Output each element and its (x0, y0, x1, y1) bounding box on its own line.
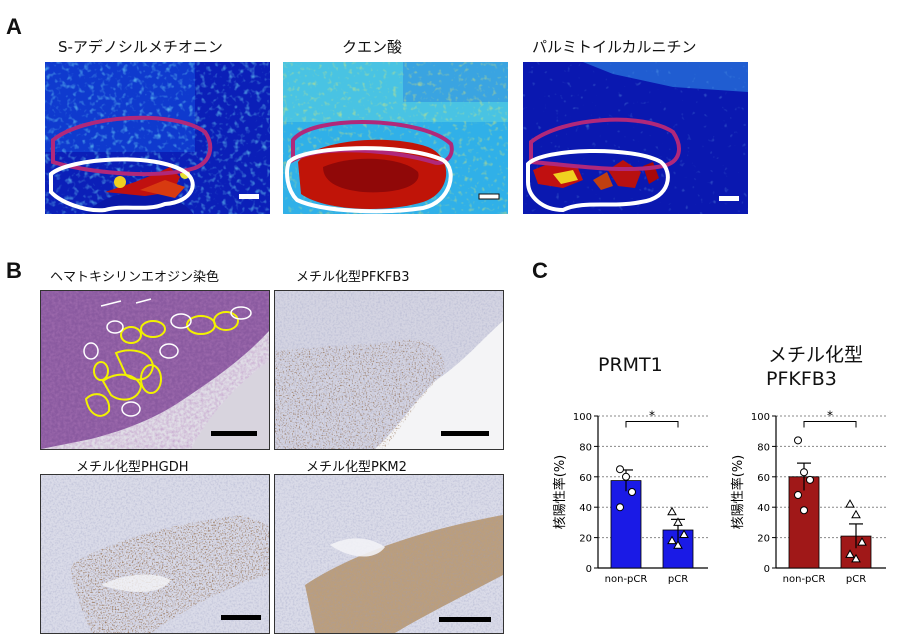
chart-pfkfb3: 0 20 40 60 80 100 核陽性率(%) non-pCR pCR * (718, 398, 900, 598)
data-point (851, 553, 861, 563)
data-point (794, 436, 802, 445)
y-tick-label: 60 (757, 473, 770, 484)
data-point (673, 517, 683, 526)
y-axis-label: 核陽性率(%) (730, 455, 746, 530)
data-point (800, 506, 808, 515)
y-tick-label: 40 (757, 503, 770, 514)
caption-citric-acid: クエン酸 (342, 38, 403, 56)
y-tick-label: 20 (579, 534, 592, 545)
y-tick-label: 100 (573, 412, 592, 423)
chart-title-pfkfb3-line1: メチル化型 (768, 344, 864, 366)
he-stain-image (40, 290, 270, 450)
y-tick-label: 20 (757, 534, 770, 545)
y-tick-label: 100 (751, 412, 770, 423)
y-tick-label: 40 (579, 503, 592, 514)
bar-non-pCR (610, 480, 642, 569)
data-point (622, 472, 630, 481)
caption-palmitoylcarnitine: パルミトイルカルニチン (532, 38, 697, 56)
ihc-pfkfb3-image (274, 290, 504, 450)
ihc-phgdh-image (40, 474, 270, 634)
x-tick-label: non-pCR (783, 574, 826, 585)
data-point (800, 468, 808, 477)
caption-he-stain: ヘマトキシリンエオジン染色 (50, 270, 220, 285)
data-point (845, 499, 855, 508)
significance-bracket (803, 421, 857, 428)
panel-c-label: C (532, 258, 548, 283)
bar-non-pCR (788, 476, 820, 569)
data-point (616, 465, 624, 474)
chart-title-pfkfb3-line2: PFKFB3 (766, 368, 837, 390)
y-axis-label: 核陽性率(%) (552, 455, 568, 530)
data-point (667, 535, 677, 545)
y-tick-label: 0 (764, 564, 770, 575)
data-point (851, 509, 861, 519)
chart-title-prmt1: PRMT1 (598, 354, 663, 376)
caption-methyl-pkm2: メチル化型PKM2 (306, 460, 407, 475)
x-tick-label: non-pCR (605, 574, 648, 585)
data-point (806, 475, 814, 484)
significance-label: * (827, 409, 833, 423)
significance-label: * (649, 409, 655, 423)
data-point (628, 488, 636, 496)
y-tick-label: 80 (579, 442, 592, 453)
panel-a-label: A (6, 14, 22, 39)
x-tick-label: pCR (668, 574, 688, 585)
data-point (667, 506, 677, 516)
ms-image-sam (45, 62, 270, 214)
caption-methyl-phgdh: メチル化型PHGDH (76, 460, 189, 475)
y-tick-label: 60 (579, 473, 592, 484)
data-point (794, 491, 802, 500)
ihc-pkm2-image (274, 474, 504, 634)
data-point (857, 537, 867, 546)
x-tick-label: pCR (846, 574, 866, 585)
ms-image-palmitoylcarnitine (523, 62, 748, 214)
data-point (673, 540, 683, 549)
panel-b-label: B (6, 258, 22, 283)
caption-methyl-pfkfb3: メチル化型PFKFB3 (296, 270, 410, 285)
data-point (679, 529, 689, 539)
data-point (845, 549, 855, 558)
chart-prmt1: 0 20 40 60 80 100 核陽性率(%) non-pCR pCR * (540, 398, 720, 598)
caption-s-adenosylmethionine: S-アデノシルメチオニン (58, 38, 223, 56)
y-tick-label: 0 (586, 564, 592, 575)
significance-bracket (625, 421, 679, 428)
y-tick-label: 80 (757, 442, 770, 453)
data-point (616, 503, 624, 512)
ms-image-citric-acid (283, 62, 508, 214)
